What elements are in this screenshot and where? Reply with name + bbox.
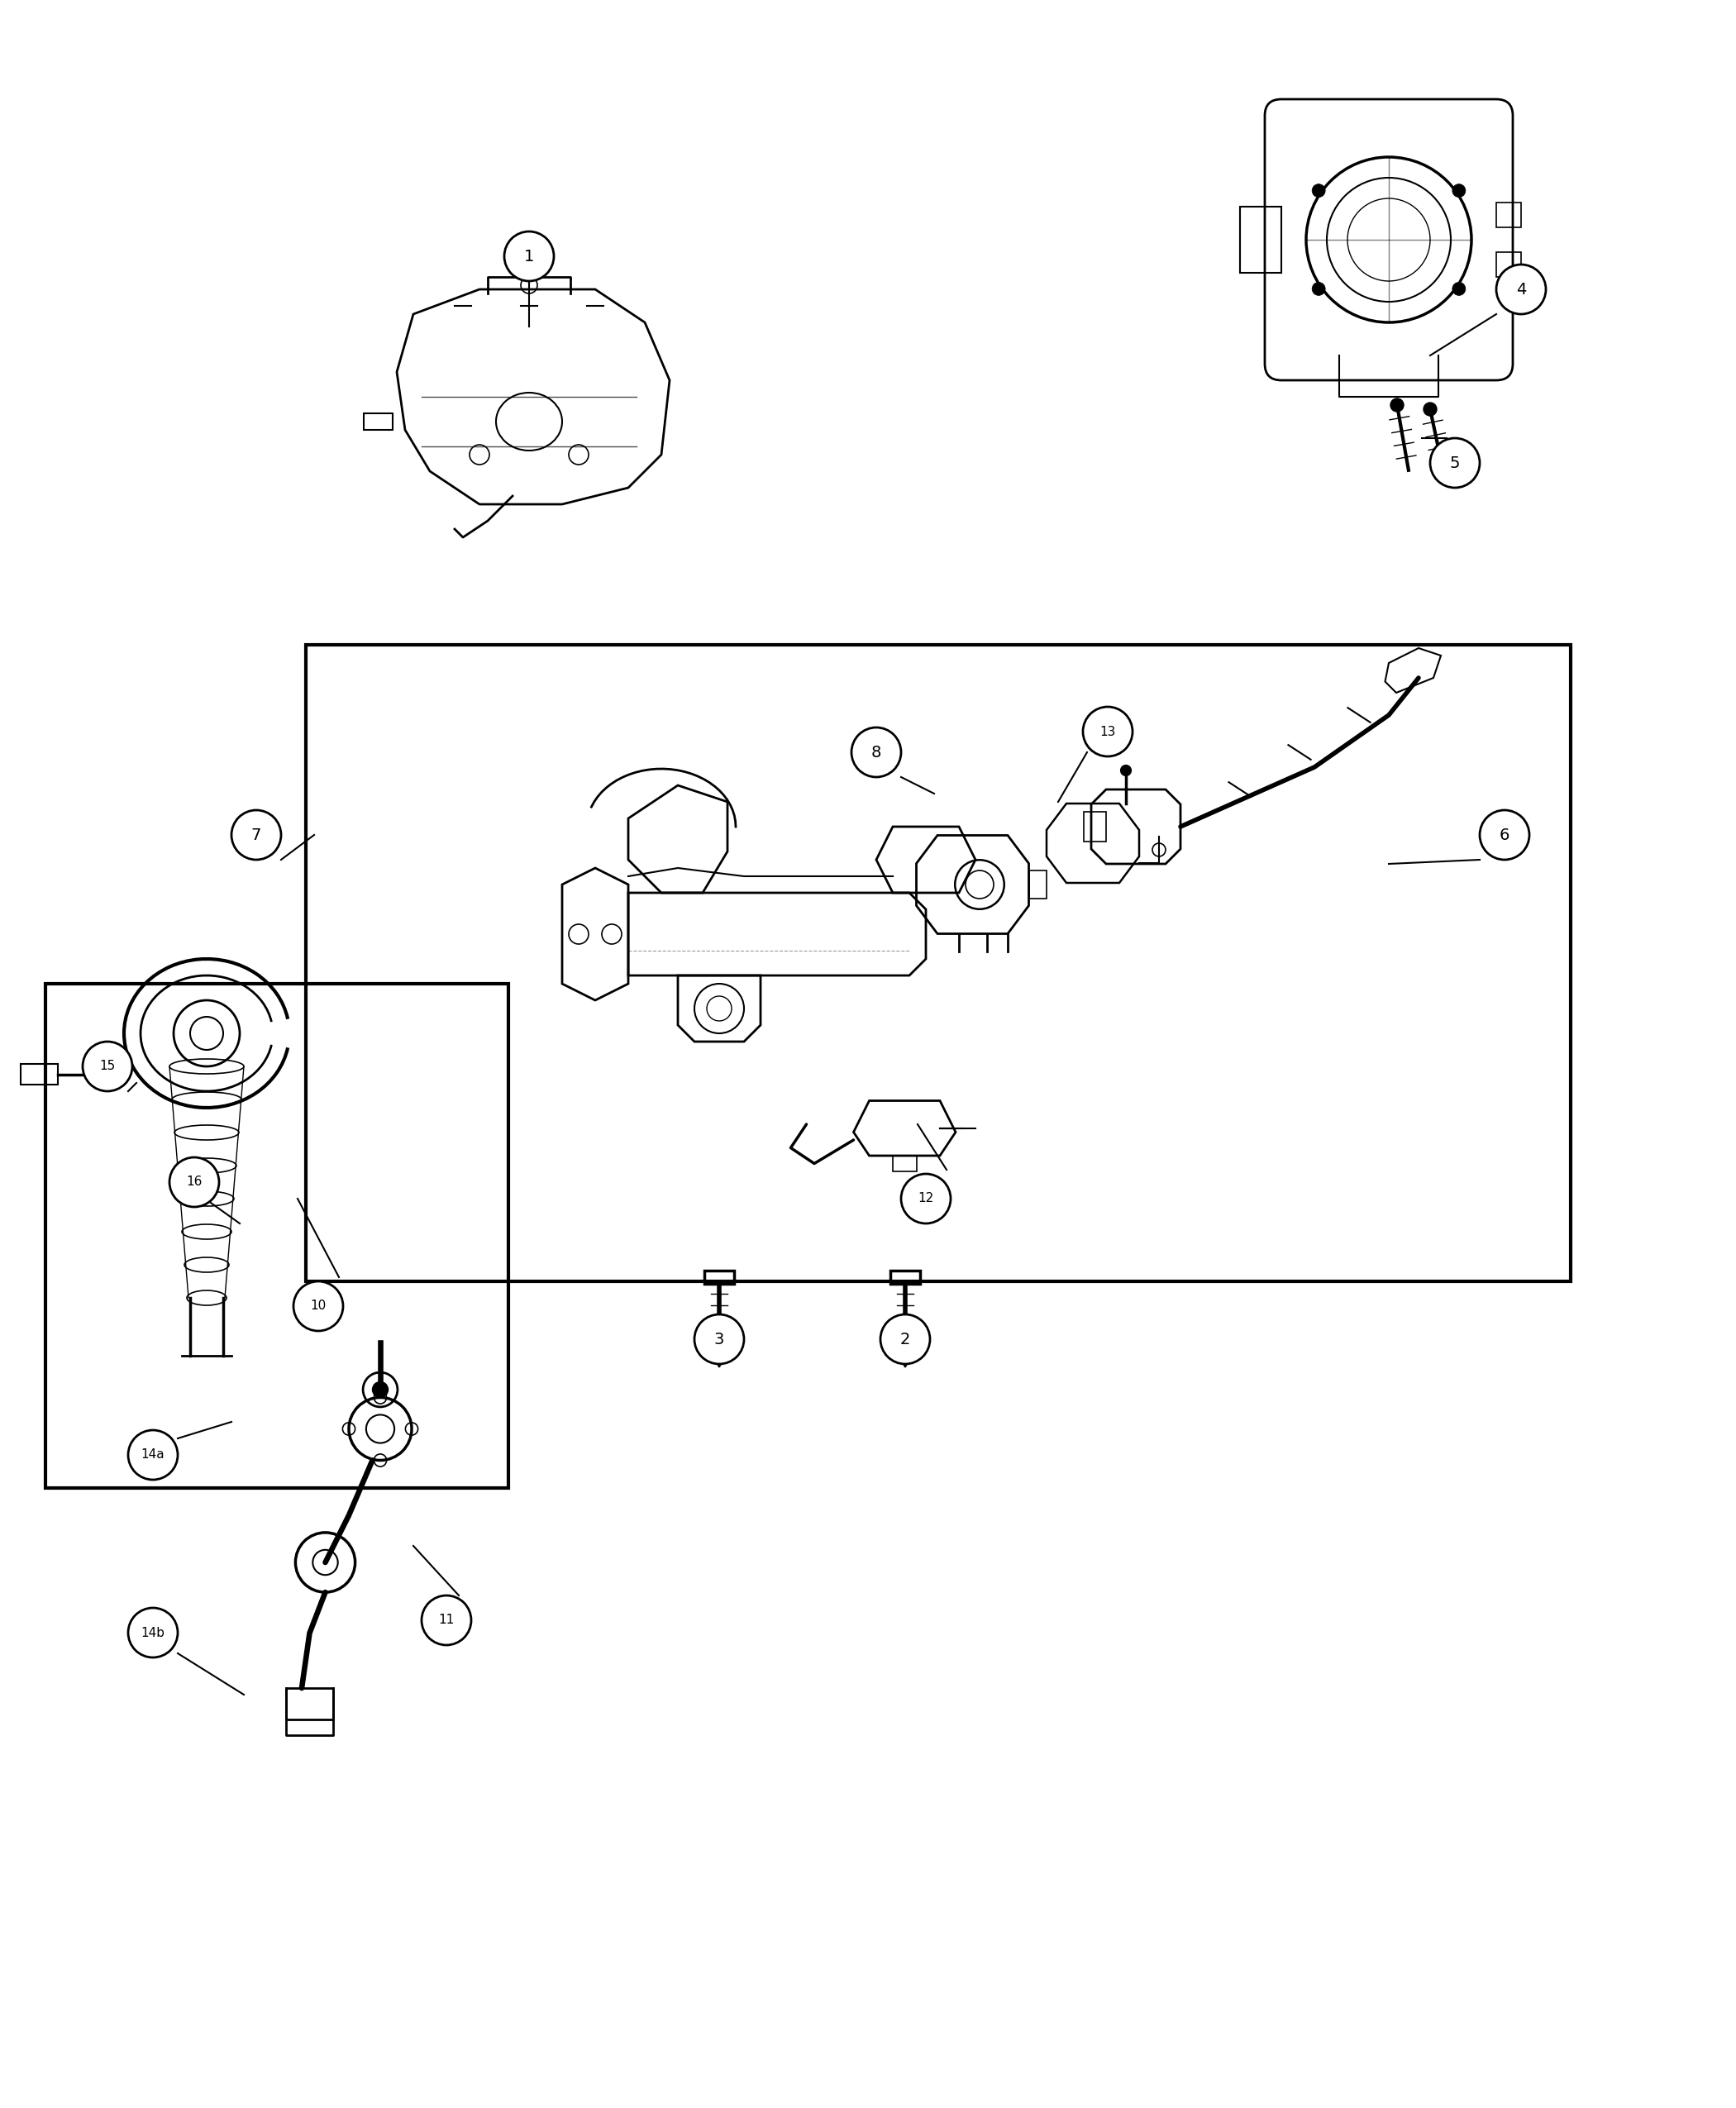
Bar — [1496, 202, 1521, 228]
Circle shape — [1121, 765, 1132, 776]
Circle shape — [1083, 706, 1132, 757]
Circle shape — [851, 727, 901, 778]
Text: 13: 13 — [1099, 725, 1116, 738]
Bar — [45, 984, 509, 1488]
Text: 6: 6 — [1500, 826, 1510, 843]
Circle shape — [901, 1174, 951, 1223]
Circle shape — [231, 809, 281, 860]
Circle shape — [128, 1608, 177, 1657]
Text: 4: 4 — [1516, 282, 1526, 297]
Bar — [892, 1155, 917, 1172]
Circle shape — [880, 1315, 930, 1364]
Bar — [1083, 812, 1106, 841]
Text: 11: 11 — [439, 1615, 455, 1627]
Text: 14a: 14a — [141, 1448, 165, 1461]
Circle shape — [1391, 398, 1404, 411]
Circle shape — [373, 1381, 389, 1398]
Circle shape — [1312, 282, 1325, 295]
Circle shape — [1312, 183, 1325, 198]
Circle shape — [422, 1596, 470, 1644]
Bar — [306, 645, 1571, 1282]
Text: 12: 12 — [918, 1193, 934, 1206]
Circle shape — [503, 232, 554, 280]
Circle shape — [1430, 438, 1479, 487]
Text: 8: 8 — [871, 744, 882, 761]
Circle shape — [293, 1282, 344, 1330]
Circle shape — [1453, 183, 1465, 198]
Bar — [21, 1065, 57, 1086]
Text: 7: 7 — [252, 826, 262, 843]
Text: 2: 2 — [899, 1332, 910, 1347]
Text: 15: 15 — [99, 1060, 115, 1073]
Text: 3: 3 — [713, 1332, 724, 1347]
Circle shape — [128, 1429, 177, 1480]
Text: 1: 1 — [524, 249, 535, 264]
Circle shape — [1496, 264, 1545, 314]
Bar — [286, 1689, 333, 1720]
Circle shape — [1453, 282, 1465, 295]
Text: 5: 5 — [1450, 455, 1460, 470]
Circle shape — [1424, 403, 1437, 415]
Circle shape — [694, 1315, 745, 1364]
Text: 10: 10 — [311, 1301, 326, 1313]
Text: 16: 16 — [186, 1176, 203, 1189]
Bar — [1496, 253, 1521, 276]
Bar — [1029, 871, 1047, 898]
Circle shape — [83, 1041, 132, 1092]
Circle shape — [1479, 809, 1529, 860]
Text: 14b: 14b — [141, 1627, 165, 1638]
Circle shape — [170, 1157, 219, 1208]
